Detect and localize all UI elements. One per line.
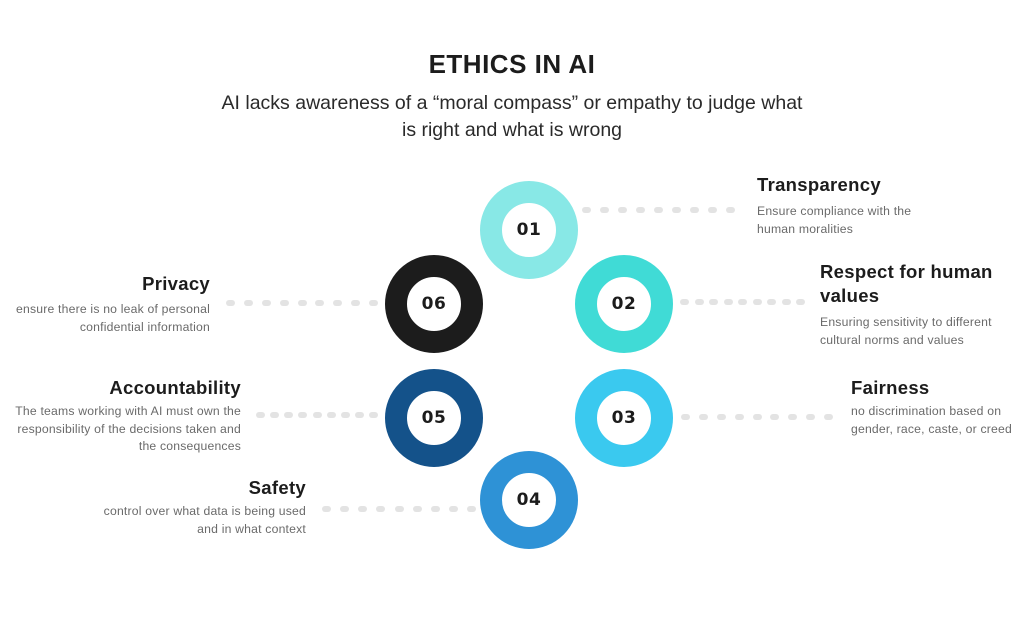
item-transparency: Transparency Ensure compliance with the … xyxy=(757,173,957,238)
item-heading: Respect for human values xyxy=(820,261,993,306)
ring-number: 05 xyxy=(421,408,447,428)
item-heading: Privacy xyxy=(142,273,210,294)
diagram-subtitle: AI lacks awareness of a “moral compass” … xyxy=(221,92,803,141)
connector-03 xyxy=(681,414,833,420)
ring-01: 01 xyxy=(480,181,578,279)
ring-number: 02 xyxy=(611,294,637,314)
connector-06 xyxy=(226,300,378,306)
ring-03: 03 xyxy=(575,369,673,467)
item-description: ensure there is no leak of personal conf… xyxy=(16,302,210,334)
ring-06: 06 xyxy=(385,255,483,353)
item-respect-for-human-values: Respect for human values Ensuring sensit… xyxy=(820,260,1020,349)
ring-number: 06 xyxy=(421,294,447,314)
item-heading: Accountability xyxy=(109,377,241,398)
ring-number: 04 xyxy=(516,490,542,510)
ring-number: 01 xyxy=(516,220,542,240)
ring-02: 02 xyxy=(575,255,673,353)
item-description: no discrimination based on gender, race,… xyxy=(851,404,1012,436)
item-description: control over what data is being used and… xyxy=(103,504,306,536)
item-fairness: Fairness no discrimination based on gend… xyxy=(851,376,1023,438)
ring-05: 05 xyxy=(385,369,483,467)
connector-05 xyxy=(256,412,378,418)
item-heading: Safety xyxy=(248,477,306,498)
item-description: Ensure compliance with the human moralit… xyxy=(757,204,912,236)
connector-01 xyxy=(582,207,735,213)
item-accountability: Accountability The teams working with AI… xyxy=(10,376,241,456)
ring-number: 03 xyxy=(611,408,637,428)
ring-04: 04 xyxy=(480,451,578,549)
connector-02 xyxy=(680,299,805,305)
diagram-title: ETHICS IN AI xyxy=(428,49,596,79)
item-heading: Transparency xyxy=(757,174,881,195)
connector-04 xyxy=(322,506,476,512)
item-heading: Fairness xyxy=(851,377,930,398)
item-privacy: Privacy ensure there is no leak of perso… xyxy=(0,272,210,336)
item-safety: Safety control over what data is being u… xyxy=(100,476,306,538)
item-description: Ensuring sensitivity to different cultur… xyxy=(820,315,992,347)
item-description: The teams working with AI must own the r… xyxy=(15,404,241,453)
